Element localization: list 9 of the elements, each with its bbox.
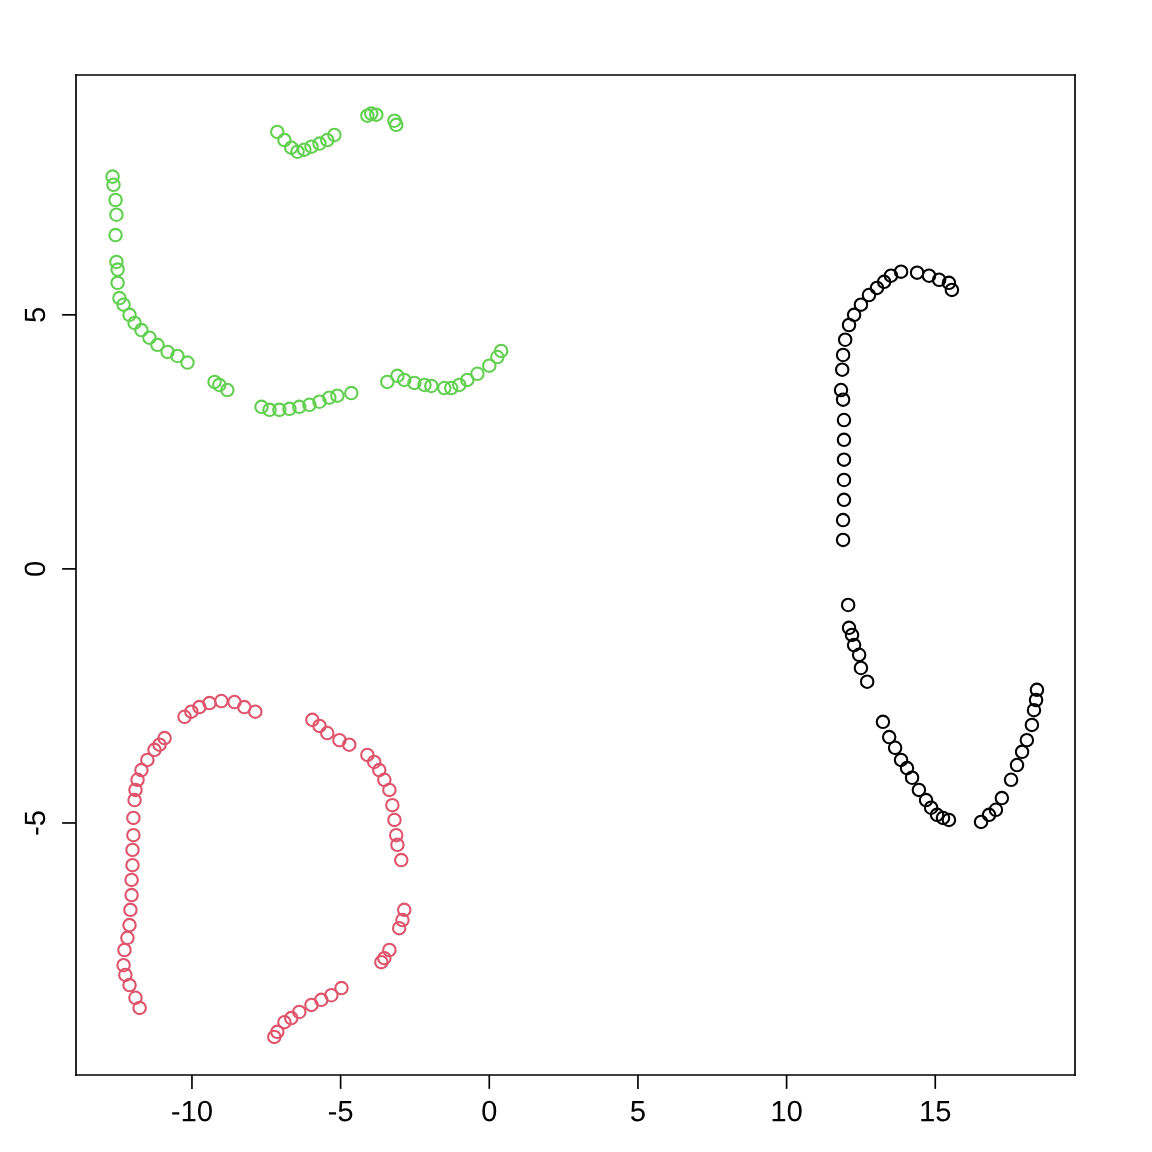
y-tick-label: 5	[24, 307, 46, 322]
x-tick-label: 15	[921, 1101, 951, 1122]
y-tick-label: 0	[24, 561, 46, 576]
x-tick-label: 5	[630, 1101, 645, 1122]
x-tick-label: -5	[328, 1101, 353, 1122]
x-tick-label: 0	[482, 1100, 497, 1122]
x-tick-label: -10	[172, 1100, 212, 1122]
x-tick-label: 10	[772, 1100, 802, 1122]
y-tick-label: -5	[24, 811, 46, 835]
